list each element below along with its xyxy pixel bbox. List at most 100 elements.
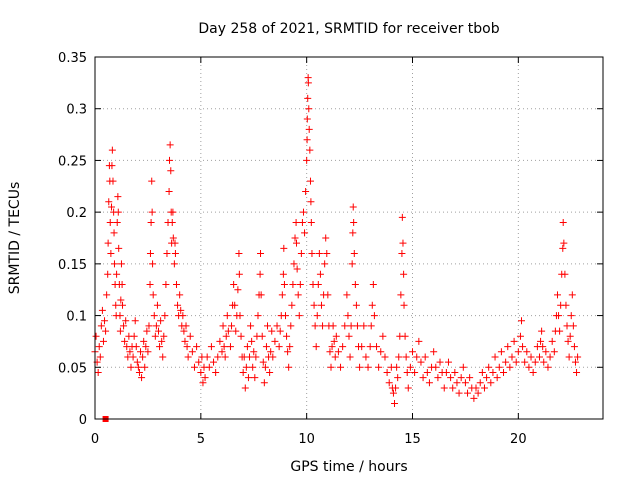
data-point <box>195 358 203 366</box>
data-point <box>391 399 399 407</box>
data-point <box>174 301 182 309</box>
data-point <box>166 141 174 149</box>
y-tick-label: 0.25 <box>58 154 87 169</box>
data-point <box>379 332 387 340</box>
data-point <box>142 343 150 351</box>
data-point <box>311 322 319 330</box>
data-point <box>444 358 452 366</box>
data-point <box>301 229 309 237</box>
data-point <box>183 343 191 351</box>
y-tick-label: 0.3 <box>66 103 87 118</box>
data-point <box>214 353 222 361</box>
data-point <box>327 363 335 371</box>
data-point <box>148 177 156 185</box>
data-point <box>430 348 438 356</box>
x-tick-label: 0 <box>91 432 99 447</box>
data-point <box>179 312 187 320</box>
data-point <box>302 187 310 195</box>
data-point <box>254 312 262 320</box>
data-point <box>143 327 151 335</box>
data-point <box>271 337 279 345</box>
data-point <box>285 363 293 371</box>
data-point <box>106 218 114 226</box>
data-point <box>540 358 548 366</box>
data-point <box>242 363 250 371</box>
data-point <box>97 322 105 330</box>
data-point <box>324 291 332 299</box>
data-point <box>308 250 316 258</box>
x-tick-label: 10 <box>298 432 315 447</box>
data-point <box>221 353 229 361</box>
data-point <box>151 332 159 340</box>
data-point <box>303 156 311 164</box>
data-point <box>235 250 243 258</box>
data-point <box>394 374 402 382</box>
data-point <box>518 317 526 325</box>
data-point <box>339 343 347 351</box>
data-point <box>334 348 342 356</box>
data-point <box>226 343 234 351</box>
data-point <box>322 234 330 242</box>
data-point <box>381 353 389 361</box>
data-point <box>305 105 313 113</box>
data-point <box>497 348 505 356</box>
data-point <box>299 208 307 216</box>
data-point <box>278 291 286 299</box>
data-point <box>345 332 353 340</box>
data-point <box>464 389 472 397</box>
data-point <box>290 260 298 268</box>
data-point <box>500 368 508 376</box>
data-point <box>559 244 567 252</box>
data-point <box>328 343 336 351</box>
data-point <box>351 281 359 289</box>
data-point <box>232 327 240 335</box>
data-point <box>257 250 265 258</box>
data-point <box>356 363 364 371</box>
y-axis-label: SRMTID / TECUs <box>7 182 23 295</box>
y-tick-label: 0.05 <box>58 361 87 376</box>
data-point <box>207 343 215 351</box>
data-point <box>434 374 442 382</box>
data-point <box>110 229 118 237</box>
data-point <box>350 250 358 258</box>
data-point <box>279 270 287 278</box>
data-point <box>169 208 177 216</box>
data-point <box>115 244 123 252</box>
data-point <box>239 368 247 376</box>
data-point <box>291 234 299 242</box>
data-point <box>130 332 138 340</box>
data-point <box>570 343 578 351</box>
data-point <box>224 327 232 335</box>
data-point <box>313 312 321 320</box>
data-point <box>280 281 288 289</box>
data-point <box>556 327 564 335</box>
data-point <box>321 260 329 268</box>
data-point <box>298 218 306 226</box>
data-point <box>108 146 116 154</box>
data-point <box>205 363 213 371</box>
data-point <box>523 348 531 356</box>
data-point <box>574 353 582 361</box>
data-point <box>110 260 118 268</box>
data-point <box>105 198 113 206</box>
data-point <box>275 343 283 351</box>
data-point <box>168 218 176 226</box>
data-point <box>364 363 372 371</box>
data-point <box>247 322 255 330</box>
data-point <box>283 332 291 340</box>
data-point <box>228 322 236 330</box>
data-point <box>457 374 465 382</box>
data-point <box>234 286 242 294</box>
data-point <box>180 327 188 335</box>
data-point <box>293 239 301 247</box>
data-point <box>314 281 322 289</box>
data-point <box>259 358 267 366</box>
data-point <box>222 332 230 340</box>
data-point <box>188 348 196 356</box>
data-point <box>182 322 190 330</box>
data-point <box>282 312 289 320</box>
data-point <box>568 291 576 299</box>
data-point <box>287 322 295 330</box>
data-point <box>273 322 281 330</box>
data-point <box>537 337 545 345</box>
